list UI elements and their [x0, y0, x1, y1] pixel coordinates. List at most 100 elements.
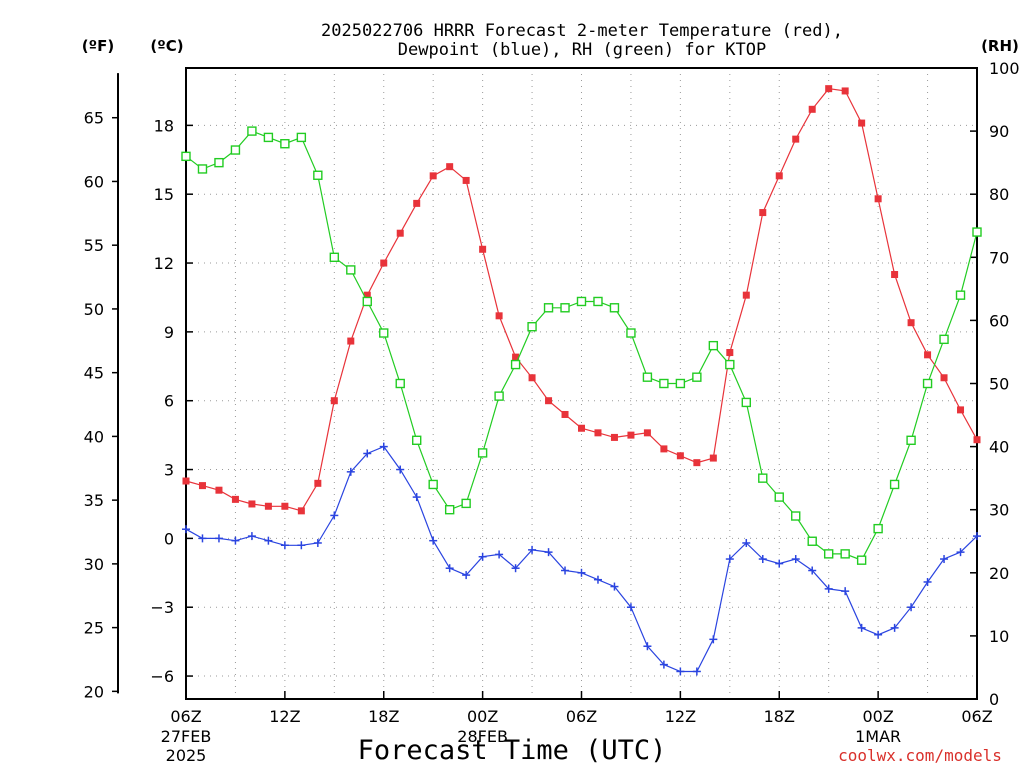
- temperature-point: [198, 482, 206, 490]
- dewpoint-point: [495, 550, 504, 559]
- rh-point: [296, 132, 307, 143]
- rh-point: [362, 296, 372, 307]
- temperature-point: [281, 502, 289, 510]
- rh-point: [346, 265, 356, 275]
- rh-point: [823, 549, 834, 559]
- fahrenheit-tick-label: 60: [84, 172, 104, 191]
- dewpoint-point: [940, 555, 949, 564]
- dewpoint-point: [478, 552, 487, 561]
- dewpoint-point: [626, 603, 635, 612]
- celsius-tick-label: 15: [154, 185, 174, 204]
- dewpoint-point: [659, 660, 668, 669]
- chart-title-line2: Dewpoint (blue), RH (green) for KTOP: [398, 40, 766, 60]
- fahrenheit-tick-label: 50: [84, 300, 104, 319]
- dewpoint-point: [379, 442, 388, 451]
- dewpoint-point: [462, 571, 471, 580]
- rh-point: [560, 303, 570, 313]
- dewpoint-point: [198, 534, 207, 543]
- dewpoint-point: [742, 538, 751, 547]
- rh-point: [939, 334, 949, 345]
- rh-tick-label: 10: [989, 627, 1009, 646]
- x-axis-label: Forecast Time (UTC): [358, 735, 667, 766]
- rh-point: [659, 378, 669, 389]
- rh-point: [576, 296, 587, 307]
- temperature-point: [446, 163, 454, 171]
- rh-point: [955, 290, 966, 300]
- temperature-point: [742, 291, 750, 299]
- dewpoint-point: [561, 566, 570, 575]
- rh-point: [758, 473, 768, 483]
- temperature-point: [940, 374, 948, 382]
- temperature-point: [528, 374, 536, 382]
- temperature-point: [215, 486, 223, 494]
- x-tick-date-label: 1MAR: [855, 727, 901, 746]
- dewpoint-point: [973, 532, 981, 541]
- temperature-point: [297, 507, 305, 515]
- rh-point: [807, 536, 817, 546]
- fahrenheit-tick-label: 35: [84, 491, 104, 510]
- temperature-series: [182, 85, 981, 515]
- temperature-point: [726, 349, 734, 357]
- fahrenheit-tick-label: 20: [84, 682, 104, 701]
- dewpoint-point: [544, 548, 553, 557]
- rh-point: [230, 145, 241, 155]
- dewpoint-point: [874, 630, 883, 639]
- rh-point: [395, 378, 405, 389]
- temperature-point: [380, 259, 388, 267]
- rh-point: [626, 328, 636, 338]
- rh-point: [477, 448, 488, 458]
- rh-point: [329, 252, 340, 263]
- x-tick-label: 18Z: [764, 707, 795, 726]
- temperature-point: [330, 397, 338, 405]
- rh-point: [263, 132, 274, 143]
- temperature-point: [759, 209, 767, 217]
- rh-point: [791, 511, 801, 521]
- rh-point: [840, 549, 850, 559]
- dewpoint-point: [313, 538, 322, 547]
- dewpoint-point: [528, 545, 537, 554]
- rh-point: [181, 151, 191, 162]
- dewpoint-point: [956, 548, 965, 557]
- rh-point: [774, 492, 784, 502]
- temperature-point: [973, 436, 981, 444]
- dewpoint-point: [923, 577, 932, 586]
- x-tick-label: 06Z: [566, 707, 597, 726]
- credit-text: coolwx.com/models: [838, 746, 1002, 765]
- x-tick-label: 00Z: [862, 707, 893, 726]
- rh-tick-label: 100: [989, 59, 1020, 78]
- rh-point: [922, 378, 933, 389]
- dewpoint-point: [363, 449, 372, 458]
- rh-point: [593, 296, 603, 307]
- temperature-point: [709, 454, 717, 462]
- dewpoint-point: [643, 642, 652, 651]
- rh-point: [412, 435, 422, 445]
- temperature-point: [347, 337, 355, 345]
- temperature-point: [660, 445, 668, 453]
- celsius-tick-label: −3: [150, 598, 174, 617]
- x-tick-date-label: 28FEB: [457, 727, 508, 746]
- rh-point: [889, 479, 900, 490]
- temperature-point: [643, 429, 651, 437]
- rh-point: [197, 164, 208, 174]
- dewpoint-point: [676, 667, 685, 676]
- x-tick-label: 12Z: [665, 707, 696, 726]
- rh-point: [280, 139, 290, 149]
- dewpoint-point: [709, 635, 718, 644]
- fahrenheit-tick-label: 55: [84, 236, 104, 255]
- temperature-point: [561, 410, 569, 418]
- rh-point: [609, 303, 620, 313]
- temperature-point: [462, 176, 470, 184]
- chart-title-line1: 2025022706 HRRR Forecast 2-meter Tempera…: [321, 21, 843, 41]
- dewpoint-point: [445, 564, 454, 573]
- dewpoint-point: [890, 623, 899, 632]
- dewpoint-point: [692, 667, 701, 676]
- fahrenheit-tick-label: 25: [84, 619, 104, 638]
- dewpoint-point: [857, 623, 866, 632]
- rh-point: [741, 397, 751, 408]
- rh-tick-label: 30: [989, 501, 1009, 520]
- temperature-point: [594, 429, 602, 437]
- rh-tick-label: 60: [989, 311, 1009, 330]
- x-tick-label: 06Z: [961, 707, 992, 726]
- rh-tick-label: 70: [989, 248, 1009, 267]
